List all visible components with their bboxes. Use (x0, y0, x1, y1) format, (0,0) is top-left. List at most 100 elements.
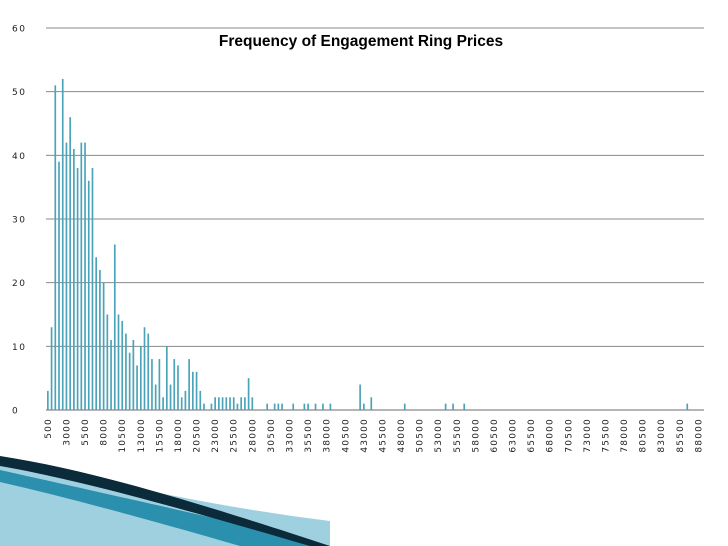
x-tick-label: 88000 (694, 418, 704, 453)
y-tick-label: 10 (12, 343, 26, 353)
y-axis-ticks: 0 10 20 30 40 50 60 (12, 25, 26, 417)
x-tick-label: 43000 (360, 418, 370, 453)
bar (329, 403, 332, 410)
x-tick-label: 28000 (248, 418, 258, 453)
x-tick-label: 68000 (546, 418, 556, 453)
y-tick-label: 60 (12, 25, 26, 35)
x-tick-label: 25500 (230, 418, 240, 453)
bar (169, 384, 172, 410)
bar (452, 403, 454, 410)
bar (143, 327, 146, 410)
bar (210, 403, 213, 410)
x-tick-label: 10500 (118, 418, 128, 453)
bar (50, 327, 53, 410)
bar (244, 397, 246, 410)
x-axis-ticks: 500 3000 5500 8000 10500 13000 15500 18000 20500… (44, 418, 705, 453)
bar (91, 168, 94, 410)
bar (113, 244, 116, 410)
y-tick-label: 30 (12, 216, 26, 226)
swoosh-band-dark (0, 456, 330, 546)
x-tick-label: 38000 (323, 418, 333, 453)
bar (165, 346, 168, 410)
bar (236, 403, 239, 410)
slide-swoosh-decoration (0, 456, 330, 546)
bar (370, 397, 373, 410)
bar (292, 403, 295, 410)
x-tick-label: 33000 (285, 418, 295, 453)
bar (158, 359, 161, 410)
bar (199, 390, 202, 410)
bar (147, 333, 150, 410)
x-tick-label: 50500 (416, 418, 426, 453)
x-tick-label: 78000 (620, 418, 630, 453)
bar (58, 161, 60, 410)
bar (403, 403, 406, 410)
bar (177, 365, 179, 410)
bar (125, 333, 127, 410)
bars (47, 78, 689, 411)
x-tick-label: 53000 (434, 418, 444, 453)
bar (110, 339, 112, 410)
x-tick-label: 63000 (509, 418, 519, 453)
bar (54, 85, 57, 411)
bar (117, 314, 120, 410)
bar (221, 397, 224, 410)
y-tick-label: 0 (12, 407, 19, 417)
bar (61, 78, 64, 410)
bar (132, 339, 135, 410)
bar (251, 397, 254, 410)
bar (95, 257, 98, 410)
x-tick-label: 83000 (657, 418, 667, 453)
x-tick-label: 30500 (267, 418, 277, 453)
bar (76, 168, 79, 410)
bar (203, 403, 205, 410)
bar (87, 180, 90, 410)
bar (281, 403, 283, 410)
bar (273, 403, 276, 410)
bar (232, 397, 235, 410)
x-tick-label: 85500 (676, 418, 686, 453)
bar (184, 390, 187, 410)
chart-title: Frequency of Engagement Ring Prices (219, 33, 503, 50)
bar (463, 403, 466, 410)
bar (151, 359, 153, 410)
x-tick-label: 80500 (639, 418, 649, 453)
bar (277, 403, 280, 410)
bar (136, 365, 138, 410)
bar (80, 142, 83, 410)
gridlines (46, 27, 704, 411)
bar (444, 403, 447, 410)
bar (314, 403, 317, 410)
x-tick-label: 3000 (62, 418, 72, 446)
x-tick-label: 20500 (193, 418, 203, 453)
x-tick-label: 13000 (137, 418, 147, 453)
bar (180, 397, 183, 410)
x-tick-label: 58000 (471, 418, 481, 453)
x-tick-label: 60500 (490, 418, 500, 453)
bar (225, 397, 228, 410)
bar (47, 390, 49, 410)
x-tick-label: 73000 (583, 418, 593, 453)
bar (218, 397, 220, 410)
bar (73, 148, 75, 410)
bar (195, 371, 198, 410)
bar (154, 384, 157, 410)
bar (359, 384, 361, 410)
y-tick-label: 40 (12, 152, 26, 162)
bar (162, 397, 164, 410)
x-tick-label: 8000 (100, 418, 110, 446)
bar (188, 359, 190, 410)
bar (247, 378, 250, 410)
x-tick-label: 70500 (564, 418, 574, 453)
bar (128, 352, 131, 410)
x-tick-label: 5500 (81, 418, 91, 446)
x-tick-label: 40500 (341, 418, 351, 453)
bar (686, 403, 689, 410)
bar (214, 397, 216, 410)
x-tick-label: 45500 (378, 418, 388, 453)
bar (69, 117, 72, 410)
bar (303, 403, 306, 410)
bar (266, 403, 269, 410)
x-tick-label: 48000 (397, 418, 407, 453)
